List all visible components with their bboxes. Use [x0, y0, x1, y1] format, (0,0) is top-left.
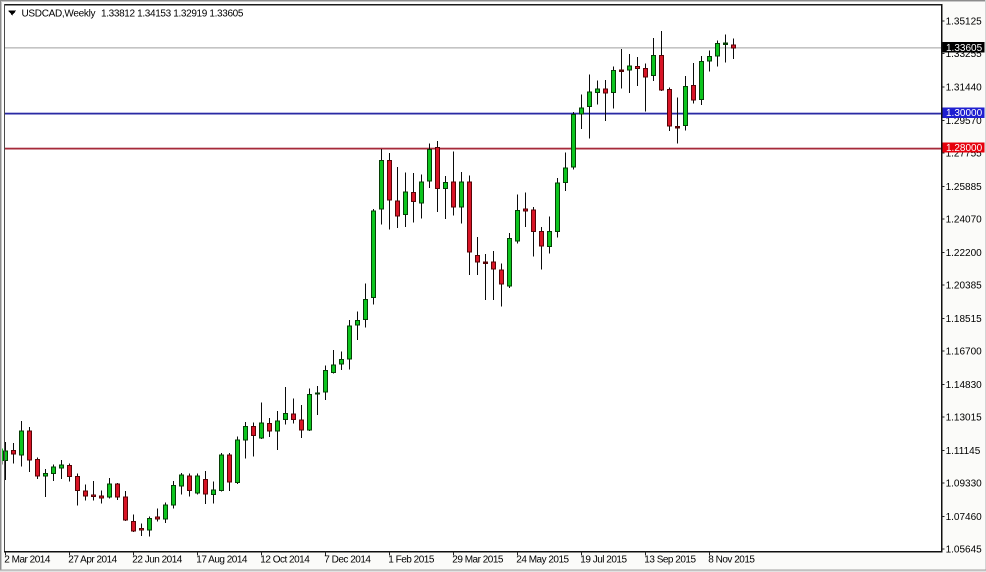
svg-text:1.07460: 1.07460	[946, 512, 983, 523]
svg-text:27 Apr 2014: 27 Apr 2014	[68, 554, 117, 565]
svg-text:29 Mar 2015: 29 Mar 2015	[452, 554, 504, 565]
svg-text:1.09330: 1.09330	[946, 479, 983, 490]
svg-text:2 Mar 2014: 2 Mar 2014	[4, 554, 51, 565]
svg-text:1.22200: 1.22200	[946, 248, 983, 259]
svg-text:1.16700: 1.16700	[946, 347, 983, 358]
svg-text:17 Aug 2014: 17 Aug 2014	[196, 554, 248, 565]
svg-text:13 Sep 2015: 13 Sep 2015	[644, 554, 696, 565]
svg-text:8 Nov 2015: 8 Nov 2015	[708, 554, 755, 565]
svg-text:1.25885: 1.25885	[946, 182, 983, 193]
svg-text:1.13015: 1.13015	[946, 413, 983, 424]
svg-text:1.20385: 1.20385	[946, 281, 983, 292]
svg-text:1.27755: 1.27755	[946, 149, 983, 160]
svg-text:USDCAD,Weekly: USDCAD,Weekly	[22, 8, 96, 19]
svg-text:1.14830: 1.14830	[946, 380, 983, 391]
svg-text:1.24070: 1.24070	[946, 215, 983, 226]
svg-text:1.31440: 1.31440	[946, 82, 983, 93]
svg-text:1.33812 1.34153 1.32919 1.3360: 1.33812 1.34153 1.32919 1.33605	[101, 8, 244, 19]
svg-text:1.29570: 1.29570	[946, 116, 983, 127]
svg-text:12 Oct 2014: 12 Oct 2014	[260, 554, 310, 565]
svg-text:19 Jul 2015: 19 Jul 2015	[580, 554, 627, 565]
svg-text:1.11145: 1.11145	[946, 446, 981, 457]
svg-text:24 May 2015: 24 May 2015	[516, 554, 569, 565]
svg-text:1.33605: 1.33605	[946, 43, 983, 54]
svg-text:1.35125: 1.35125	[946, 16, 983, 27]
svg-text:7 Dec 2014: 7 Dec 2014	[324, 554, 371, 565]
svg-text:1.33255: 1.33255	[946, 49, 983, 60]
svg-text:1.05645: 1.05645	[946, 545, 983, 556]
svg-text:1.18515: 1.18515	[946, 314, 983, 325]
svg-text:1 Feb 2015: 1 Feb 2015	[388, 554, 435, 565]
svg-text:22 Jun 2014: 22 Jun 2014	[132, 554, 182, 565]
svg-text:1.28000: 1.28000	[946, 143, 983, 154]
svg-text:1.30000: 1.30000	[946, 108, 983, 119]
